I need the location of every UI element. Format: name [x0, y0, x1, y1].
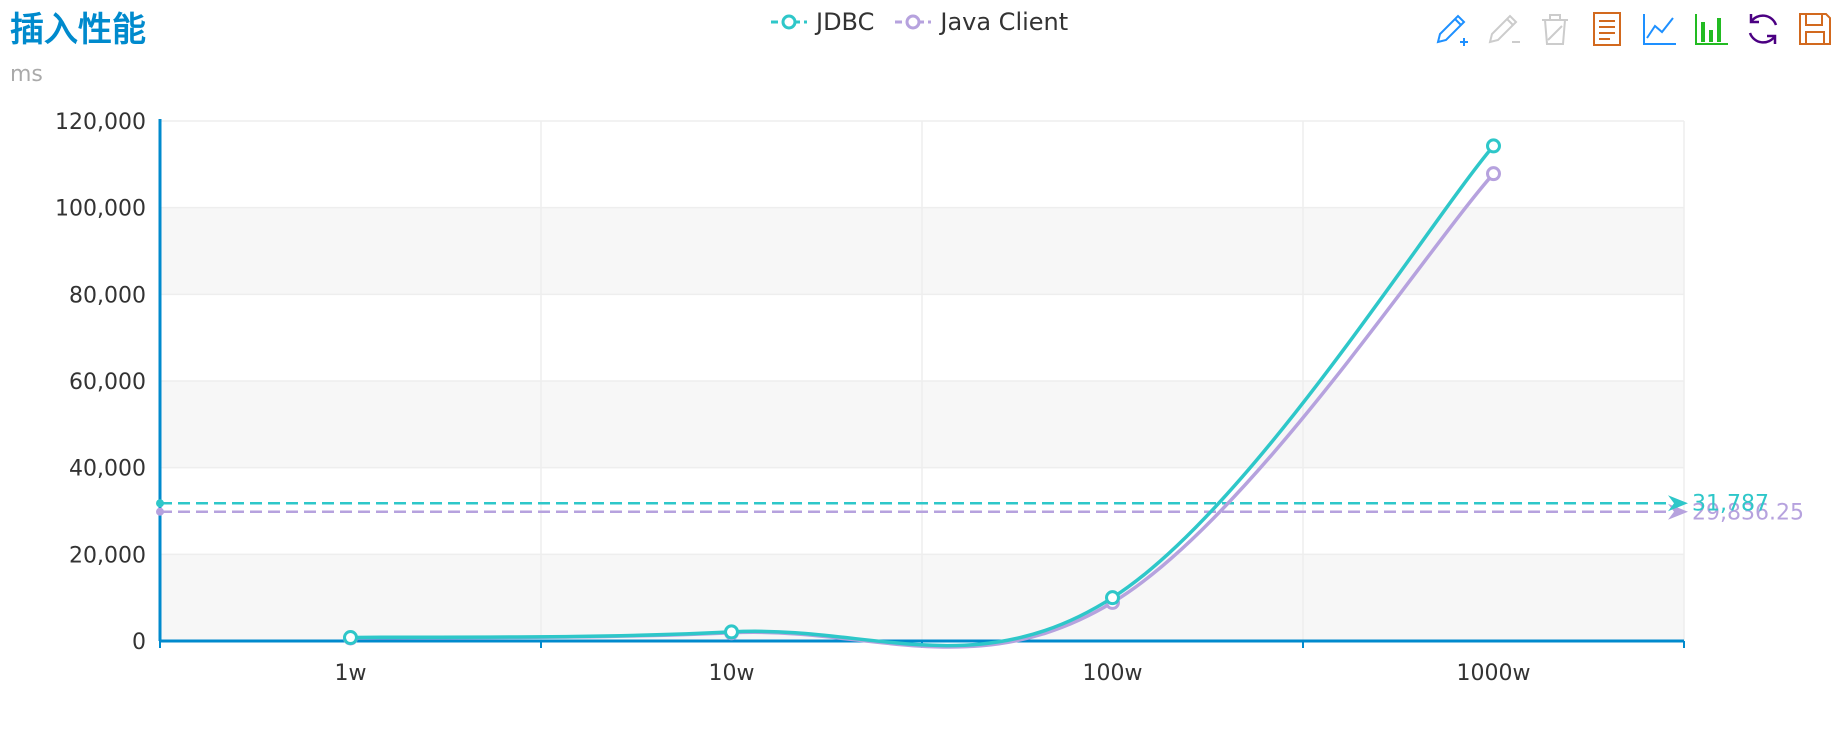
average-label-jdbc: 31,787 — [1692, 491, 1769, 516]
legend: JDBC Java Client — [770, 8, 1068, 36]
average-line-start-java-client — [156, 507, 164, 516]
data-view-button[interactable] — [1586, 8, 1628, 50]
toolbox — [1430, 8, 1836, 50]
chart-title: 插入性能 — [10, 10, 146, 50]
y-tick-label: 0 — [132, 630, 146, 655]
mark-button[interactable] — [1430, 8, 1472, 50]
average-line-start-jdbc — [156, 499, 164, 508]
series-line-jdbc — [350, 144, 1495, 648]
restore-button[interactable] — [1742, 8, 1784, 50]
x-tick-label: 1w — [335, 661, 367, 686]
average-line-arrow-jdbc — [1668, 495, 1688, 512]
x-tick-label: 1000w — [1457, 661, 1531, 686]
legend-item-java-client[interactable]: Java Client — [894, 8, 1068, 36]
mark-undo-button[interactable] — [1482, 8, 1524, 50]
line-chart-icon — [1643, 14, 1676, 45]
data-point-jdbc — [343, 630, 358, 646]
restore-icon — [1748, 14, 1778, 44]
y-axis-unit: ms — [10, 62, 43, 87]
legend-marker-java-client — [895, 14, 932, 30]
legend-marker-jdbc — [771, 14, 807, 30]
y-tick-label: 40,000 — [69, 457, 146, 482]
bar-chart-button[interactable] — [1690, 8, 1732, 50]
legend-label-jdbc: JDBC — [816, 8, 875, 36]
legend-label-java-client: Java Client — [940, 8, 1069, 36]
save-image-icon — [1799, 13, 1831, 45]
x-tick-label: 100w — [1083, 661, 1143, 686]
data-point-jdbc — [1105, 590, 1120, 606]
mark-clear-icon — [1542, 14, 1568, 45]
mark-clear-button[interactable] — [1534, 8, 1576, 50]
data-point-java-client — [1486, 166, 1501, 182]
data-point-jdbc — [1486, 138, 1501, 154]
y-tick-label: 100,000 — [55, 197, 146, 222]
y-tick-label: 80,000 — [69, 283, 146, 308]
data-view-icon — [1593, 12, 1621, 46]
bar-chart-icon — [1695, 14, 1728, 45]
data-point-jdbc — [724, 624, 739, 640]
legend-item-jdbc[interactable]: JDBC — [770, 8, 874, 36]
y-tick-label: 60,000 — [69, 370, 146, 395]
line-chart-button[interactable] — [1638, 8, 1680, 50]
average-label-java-client: 29,836.25 — [1692, 501, 1804, 526]
y-tick-label: 20,000 — [69, 543, 146, 568]
x-tick-label: 10w — [709, 661, 755, 686]
mark-undo-icon — [1488, 14, 1520, 44]
save-image-button[interactable] — [1794, 8, 1836, 50]
y-tick-label: 120,000 — [55, 110, 146, 135]
mark-icon — [1436, 14, 1468, 46]
